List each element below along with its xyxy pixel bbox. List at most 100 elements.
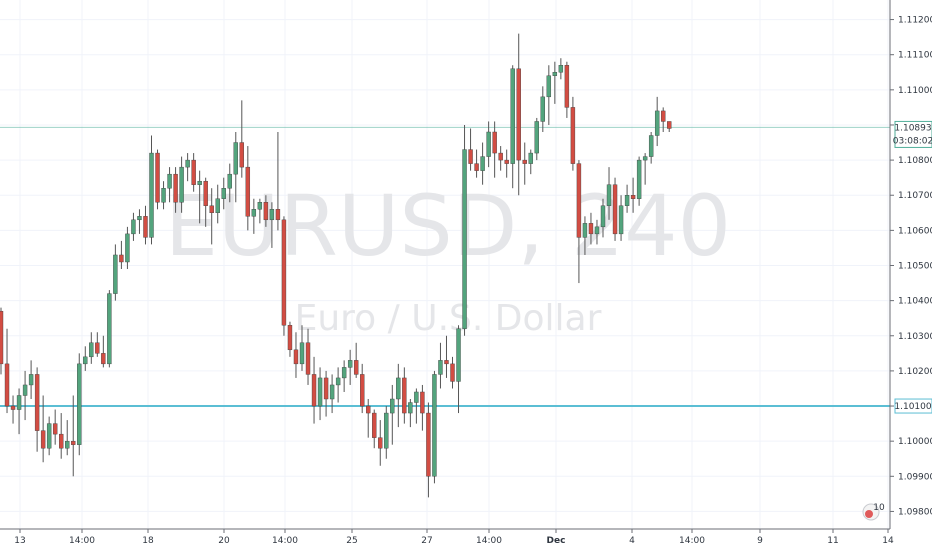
time-tick-label: 14:00 xyxy=(679,536,705,546)
candle xyxy=(366,399,371,438)
candle-body xyxy=(52,423,58,435)
candle xyxy=(618,195,624,241)
candle-body xyxy=(438,360,443,375)
candle xyxy=(101,335,106,368)
candle xyxy=(227,163,232,203)
candle-body xyxy=(450,363,455,382)
candle-body xyxy=(360,374,365,407)
events-badge[interactable]: 10 xyxy=(862,503,885,521)
candle-body xyxy=(426,412,431,477)
candle-body xyxy=(642,156,648,161)
candle xyxy=(4,328,10,414)
candle-body xyxy=(233,142,238,175)
candle xyxy=(510,65,515,189)
candle xyxy=(137,209,142,234)
candle-body xyxy=(486,131,491,157)
candle-body xyxy=(456,328,461,382)
time-tick-label: 14:00 xyxy=(476,536,502,546)
candle-body xyxy=(119,254,124,263)
candle xyxy=(353,342,359,378)
candle-body xyxy=(347,360,353,368)
price-tick-label: 1.10500 xyxy=(898,262,932,272)
time-tick-label: 20 xyxy=(218,536,230,546)
candle-body xyxy=(474,163,479,171)
candle-body xyxy=(414,391,419,403)
candle xyxy=(450,356,455,389)
candle-body xyxy=(311,374,317,407)
candle-body xyxy=(185,159,190,168)
candle-body xyxy=(420,391,425,414)
candle xyxy=(245,146,251,231)
candle xyxy=(534,117,539,161)
candle xyxy=(360,363,365,414)
candle xyxy=(396,363,401,428)
candle xyxy=(594,219,600,245)
candle-body xyxy=(576,163,582,238)
price-tick-label: 1.10200 xyxy=(898,367,932,377)
candle-body xyxy=(624,195,630,206)
candle xyxy=(191,153,196,192)
candle-body xyxy=(40,430,46,449)
time-axis-ticks: 13 14:00 18 20 14:00 25 27 14:00 Dec 4 14:00 9 11 14 xyxy=(14,529,894,546)
candle xyxy=(197,170,202,224)
candle xyxy=(179,156,184,213)
time-tick-label: 11 xyxy=(827,536,838,546)
candle xyxy=(125,226,130,270)
candle-body xyxy=(667,121,672,129)
candle-body xyxy=(516,68,521,161)
candle-body xyxy=(22,384,28,396)
candle xyxy=(281,216,287,336)
level-price-value: 1.10100 xyxy=(894,402,931,412)
price-tick-label: 1.11000 xyxy=(898,86,932,96)
candle xyxy=(287,321,293,357)
candle xyxy=(16,388,22,435)
candle xyxy=(10,395,16,424)
candle-body xyxy=(269,209,275,221)
time-tick-label: 27 xyxy=(421,536,432,546)
time-tick-label: 25 xyxy=(346,536,357,546)
candle-body xyxy=(378,437,383,449)
candle-body xyxy=(432,374,437,477)
candle xyxy=(372,409,377,449)
candle xyxy=(420,384,425,431)
candle xyxy=(293,332,299,378)
candle xyxy=(40,395,46,463)
candle-body xyxy=(149,152,154,238)
candle-body xyxy=(636,159,642,199)
candle-body xyxy=(137,216,142,221)
candle xyxy=(667,121,672,132)
candle-body xyxy=(113,254,118,294)
candle xyxy=(642,153,648,185)
time-tick-label: 9 xyxy=(757,536,763,546)
candle-body xyxy=(239,142,245,168)
candle xyxy=(462,124,467,336)
candle xyxy=(335,367,341,403)
candle-body xyxy=(408,402,413,414)
candles xyxy=(0,33,672,498)
flag-icon-center xyxy=(865,510,873,518)
candle xyxy=(444,335,449,378)
candle xyxy=(185,153,190,182)
price-tick-label: 1.10000 xyxy=(898,437,932,447)
candle xyxy=(347,349,353,385)
candle-body xyxy=(95,342,100,354)
candle-body xyxy=(654,110,660,136)
candle-body xyxy=(468,149,473,164)
candle-body xyxy=(107,293,112,365)
price-tick-label: 1.10600 xyxy=(898,226,932,236)
candle xyxy=(161,181,166,210)
candle xyxy=(504,149,509,178)
candle-body xyxy=(59,433,64,449)
candle-body xyxy=(46,423,52,449)
candle-body xyxy=(263,202,269,221)
candle xyxy=(71,395,76,477)
candle-body xyxy=(155,152,160,203)
candle-body xyxy=(540,96,545,122)
candle-body xyxy=(504,159,509,164)
candle xyxy=(113,244,118,301)
candle-body xyxy=(323,377,329,400)
candle-body xyxy=(245,166,251,217)
candle xyxy=(65,420,70,456)
